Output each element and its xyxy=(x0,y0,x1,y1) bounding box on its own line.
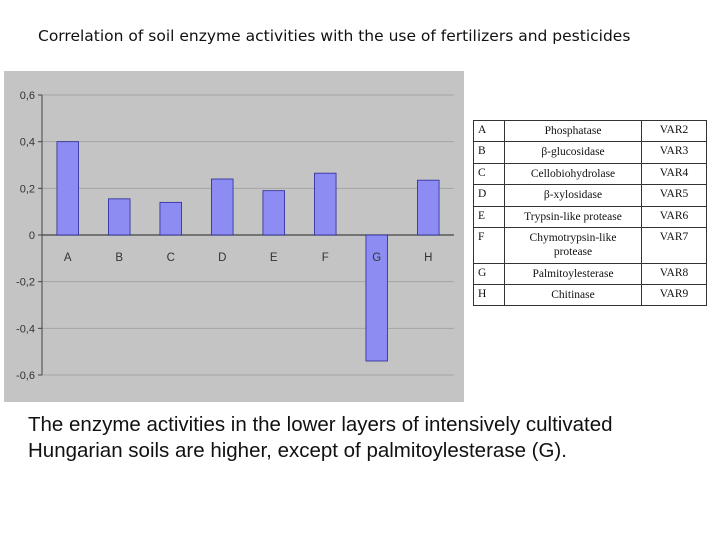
bar-chart-svg: 0,6 0,4 0,2 0 -0,2 -0,4 -0,6 A B C D E F G H xyxy=(16,90,454,382)
table-cell-variable: VAR5 xyxy=(641,184,707,207)
x-category-label: A xyxy=(64,252,72,264)
table-row: F Chymotrypsin-like protease VAR7 xyxy=(473,226,707,264)
bar-f xyxy=(314,172,337,236)
enzyme-legend-table: A Phosphatase VAR2 B β-glucosidase VAR3 … xyxy=(473,119,707,307)
x-category-label: C xyxy=(167,252,175,264)
table-row: E Trypsin-like protease VAR6 xyxy=(473,205,707,228)
table-row: A Phosphatase VAR2 xyxy=(473,119,707,143)
table-cell-letter: G xyxy=(473,262,505,286)
table-cell-enzyme: Cellobiohydrolase xyxy=(504,162,642,186)
table-cell-letter: B xyxy=(473,141,505,164)
bar-c xyxy=(159,201,182,236)
bar-d xyxy=(211,178,234,236)
table-row: G Palmitoylesterase VAR8 xyxy=(473,262,707,286)
bar-a xyxy=(56,141,79,236)
table-cell-letter: D xyxy=(473,184,505,207)
table-cell-letter: E xyxy=(473,205,505,228)
table-cell-variable: VAR4 xyxy=(641,162,707,186)
table-cell-variable: VAR3 xyxy=(641,141,707,164)
table-cell-letter: A xyxy=(473,119,505,143)
y-tick-label: 0,6 xyxy=(20,90,35,102)
y-tick-label: 0,4 xyxy=(20,137,35,149)
table-row: H Chitinase VAR9 xyxy=(473,283,707,307)
table-cell-variable: VAR9 xyxy=(641,283,707,307)
table-cell-enzyme: Trypsin-like protease xyxy=(504,205,642,228)
bar-b xyxy=(108,198,131,236)
table-row: D β-xylosidase VAR5 xyxy=(473,184,707,207)
table-cell-enzyme: Palmitoylesterase xyxy=(504,262,642,286)
y-tick-label: -0,4 xyxy=(16,323,35,335)
bar-e xyxy=(262,190,285,236)
table-cell-enzyme: Chitinase xyxy=(504,283,642,307)
slide-title: Correlation of soil enzyme activities wi… xyxy=(38,27,631,45)
table-cell-letter: C xyxy=(473,162,505,186)
x-category-label: D xyxy=(218,252,226,264)
table-cell-variable: VAR6 xyxy=(641,205,707,228)
bar-h xyxy=(417,179,440,236)
y-tick-label: 0 xyxy=(29,230,35,242)
table-row: C Cellobiohydrolase VAR4 xyxy=(473,162,707,186)
x-category-label: B xyxy=(115,252,123,264)
table-cell-enzyme: Phosphatase xyxy=(504,119,642,143)
table-cell-variable: VAR2 xyxy=(641,119,707,143)
table-cell-letter: H xyxy=(473,283,505,307)
y-tick-label: 0,2 xyxy=(20,183,35,195)
x-category-label: E xyxy=(270,252,278,264)
x-category-label: H xyxy=(424,252,432,264)
table-row: B β-glucosidase VAR3 xyxy=(473,141,707,164)
y-tick-label: -0,6 xyxy=(16,370,35,382)
table-cell-enzyme: β-glucosidase xyxy=(504,141,642,164)
y-tick-label: -0,2 xyxy=(16,277,35,289)
x-category-label: G xyxy=(372,252,381,264)
caption-text: The enzyme activities in the lower layer… xyxy=(28,413,613,462)
x-category-label: F xyxy=(322,252,329,264)
table-cell-variable: VAR8 xyxy=(641,262,707,286)
table-cell-variable: VAR7 xyxy=(641,226,707,264)
bar-g xyxy=(365,234,388,362)
bar-chart: 0,6 0,4 0,2 0 -0,2 -0,4 -0,6 A B C D E F G H xyxy=(4,71,464,402)
table-cell-enzyme: Chymotrypsin-like protease xyxy=(504,226,642,264)
table-cell-enzyme: β-xylosidase xyxy=(504,184,642,207)
table-cell-letter: F xyxy=(473,226,505,264)
